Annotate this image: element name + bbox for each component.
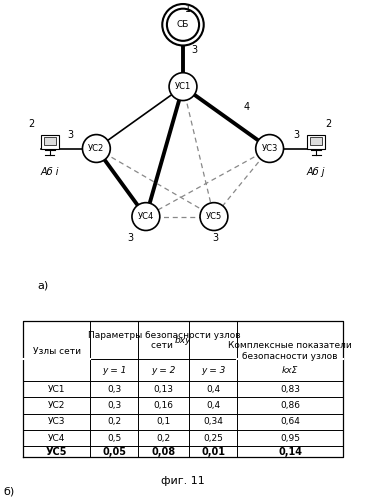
Circle shape [162, 4, 204, 45]
Circle shape [256, 135, 284, 163]
Text: 0,95: 0,95 [280, 434, 300, 443]
Text: УС1: УС1 [48, 385, 66, 394]
Text: y = 2: y = 2 [152, 366, 176, 375]
Text: 0,4: 0,4 [206, 401, 220, 410]
Text: УС3: УС3 [48, 417, 66, 426]
Text: 0,13: 0,13 [154, 385, 174, 394]
Text: фиг. 11: фиг. 11 [161, 476, 205, 486]
Text: Узлы сети: Узлы сети [33, 347, 81, 356]
Text: СБ: СБ [177, 20, 189, 29]
Text: 0,3: 0,3 [107, 401, 122, 410]
FancyBboxPatch shape [307, 135, 325, 149]
Text: 2: 2 [28, 119, 34, 129]
Text: 0,01: 0,01 [201, 447, 225, 457]
Text: 0,83: 0,83 [280, 385, 300, 394]
Text: bxy: bxy [175, 336, 191, 345]
Text: 0,1: 0,1 [157, 417, 171, 426]
Text: 0,14: 0,14 [278, 447, 302, 457]
FancyBboxPatch shape [41, 135, 59, 149]
Circle shape [132, 203, 160, 231]
Text: 0,86: 0,86 [280, 401, 300, 410]
Text: УС2: УС2 [88, 144, 105, 153]
Text: 2: 2 [325, 119, 332, 129]
Text: 0,16: 0,16 [154, 401, 174, 410]
Text: 0,08: 0,08 [152, 447, 176, 457]
Text: 4: 4 [243, 102, 250, 112]
Text: y = 3: y = 3 [201, 366, 225, 375]
Text: 3: 3 [67, 130, 73, 140]
Text: 0,2: 0,2 [157, 434, 171, 443]
Circle shape [82, 135, 110, 163]
Text: УС3: УС3 [261, 144, 278, 153]
Text: Аб i: Аб i [41, 167, 59, 177]
Text: УС4: УС4 [138, 212, 154, 221]
Text: а): а) [38, 281, 49, 291]
Text: 0,2: 0,2 [107, 417, 122, 426]
Text: УС5: УС5 [46, 447, 68, 457]
Text: 3: 3 [127, 234, 134, 244]
Text: Параметры безопасности узлов
сети: Параметры безопасности узлов сети [87, 330, 240, 350]
Text: 0,34: 0,34 [203, 417, 223, 426]
FancyBboxPatch shape [44, 137, 56, 145]
Circle shape [169, 73, 197, 101]
Text: 3: 3 [212, 234, 219, 244]
Text: УС2: УС2 [48, 401, 66, 410]
Text: б): б) [4, 487, 15, 497]
Text: 0,5: 0,5 [107, 434, 122, 443]
Text: 3: 3 [192, 44, 198, 54]
Text: 0,3: 0,3 [107, 385, 122, 394]
Text: УС4: УС4 [48, 434, 66, 443]
Circle shape [167, 8, 199, 41]
Text: УС5: УС5 [206, 212, 222, 221]
Text: 0,25: 0,25 [203, 434, 223, 443]
Text: УС1: УС1 [175, 82, 191, 91]
Text: Комплексные показатели
безопасности узлов: Комплексные показатели безопасности узло… [228, 341, 352, 361]
Text: Аб j: Аб j [307, 167, 325, 177]
Text: 0,05: 0,05 [102, 447, 126, 457]
Circle shape [200, 203, 228, 231]
Text: 3: 3 [293, 130, 299, 140]
Text: kxΣ: kxΣ [282, 366, 298, 375]
Text: y = 1: y = 1 [102, 366, 127, 375]
Text: 0,4: 0,4 [206, 385, 220, 394]
Text: 0,64: 0,64 [280, 417, 300, 426]
Text: 1: 1 [184, 4, 191, 14]
FancyBboxPatch shape [310, 137, 322, 145]
